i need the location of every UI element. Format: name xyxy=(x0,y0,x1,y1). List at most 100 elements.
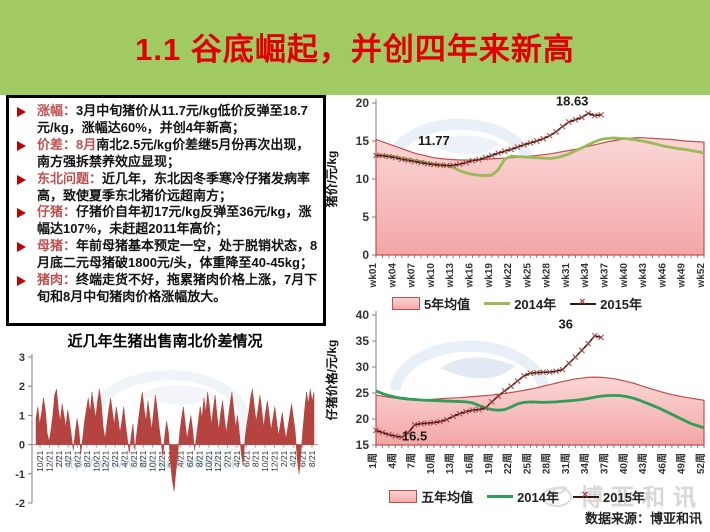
bullet-item: 东北问题：近几年，东北因冬季寒冷仔猪发病率高，致使夏季东北猪价远超南方； xyxy=(17,171,319,205)
svg-text:4/21: 4/21 xyxy=(176,450,186,467)
svg-text:2/21: 2/21 xyxy=(279,450,289,467)
arrow-bullet-icon xyxy=(17,174,26,185)
svg-text:2/21: 2/21 xyxy=(223,450,233,467)
bullet-text: 3月中旬猪价从11.7元/kg低价反弹至18.7元/kg，涨幅达60%，并创4年… xyxy=(37,103,308,135)
svg-text:40周: 40周 xyxy=(618,453,630,474)
svg-text:20: 20 xyxy=(356,412,370,426)
dove-icon xyxy=(542,486,572,507)
left-chart-title: 近几年生猪出售南北价差情况 xyxy=(67,333,263,350)
svg-text:4/21: 4/21 xyxy=(119,450,129,467)
legend-item: 2014年 xyxy=(487,487,559,506)
svg-text:11.77: 11.77 xyxy=(418,133,450,148)
bullet-item: 母猪：年前母猪基本预定一空，处于脱销状态，8月底二元母猪破1800元/头，体重降… xyxy=(17,238,319,272)
bullet-text: 价差： xyxy=(37,136,77,152)
svg-text:6/21: 6/21 xyxy=(129,450,139,467)
svg-text:8/21: 8/21 xyxy=(307,450,317,467)
svg-text:37周: 37周 xyxy=(599,453,611,474)
bullet-text: 母猪： xyxy=(37,238,77,254)
svg-text:34周: 34周 xyxy=(579,453,591,474)
svg-text:16.5: 16.5 xyxy=(402,428,427,443)
svg-text:6/21: 6/21 xyxy=(73,450,83,467)
svg-text:仔猪价格/元/kg: 仔猪价格/元/kg xyxy=(324,340,339,421)
arrow-bullet-icon xyxy=(17,242,26,253)
svg-text:19周: 19周 xyxy=(483,453,495,474)
svg-text:10/21: 10/21 xyxy=(91,450,101,472)
svg-text:10/21: 10/21 xyxy=(35,450,45,472)
bullet-text: 仔猪价自年初17元/kg反弹至36元/kg，涨幅达107%，未赶超2011年高价… xyxy=(37,204,312,237)
bullet-item: 价差：8月南北2.5元/kg价差继5月份再次出现，南方强拆禁养效应显现； xyxy=(17,137,319,171)
line-swatch-icon xyxy=(487,495,514,498)
svg-text:18.63: 18.63 xyxy=(556,95,589,108)
svg-text:52周: 52周 xyxy=(695,453,707,474)
legend-item: × 2015年 xyxy=(573,487,645,506)
bullet-text: 涨幅： xyxy=(37,103,77,118)
data-source-note: 数据来源：博亚和讯 xyxy=(584,511,702,526)
svg-text:12/21: 12/21 xyxy=(44,450,54,472)
svg-text:28周: 28周 xyxy=(541,453,553,474)
svg-text:20: 20 xyxy=(356,96,370,110)
svg-text:5: 5 xyxy=(362,210,369,224)
legend-item: × 2015年 xyxy=(570,294,642,313)
xline-swatch-icon: × xyxy=(570,296,597,308)
bullet-text: 南北2.5元/kg价差继5月份再次出现，南方强拆禁养效应显现； xyxy=(37,136,310,169)
svg-text:8/21: 8/21 xyxy=(251,450,261,467)
svg-text:15: 15 xyxy=(356,134,370,148)
svg-text:8/21: 8/21 xyxy=(82,450,92,467)
svg-text:wk04: wk04 xyxy=(387,263,398,289)
bullet-item: 涨幅：3月中旬猪价从11.7元/kg低价反弹至18.7元/kg，涨幅达60%，并… xyxy=(17,103,319,137)
svg-text:10/21: 10/21 xyxy=(148,450,158,472)
bullet-text: 8月 xyxy=(76,136,97,152)
svg-text:4/21: 4/21 xyxy=(232,450,242,467)
svg-text:wk46: wk46 xyxy=(657,263,668,289)
piglet-price-legend: 五年均值 2014年 × 2015年 xyxy=(324,487,710,506)
svg-text:1周: 1周 xyxy=(367,453,379,469)
svg-text:10: 10 xyxy=(356,172,370,186)
watermark-url: http://www.boyar.com.cn xyxy=(55,455,241,472)
svg-text:8/21: 8/21 xyxy=(194,450,204,467)
svg-text:22周: 22周 xyxy=(502,453,514,474)
svg-text:wk28: wk28 xyxy=(542,263,553,289)
svg-text:wk16: wk16 xyxy=(464,263,475,289)
svg-text:12/21: 12/21 xyxy=(101,450,111,472)
svg-text:6/21: 6/21 xyxy=(185,450,195,467)
svg-text:31周: 31周 xyxy=(560,453,572,474)
svg-text:-1: -1 xyxy=(15,469,25,481)
area-swatch-icon xyxy=(389,490,418,503)
arrow-bullet-icon xyxy=(17,208,26,219)
svg-text:wk52: wk52 xyxy=(696,263,707,289)
svg-text:wk13: wk13 xyxy=(445,263,456,289)
svg-text:12/21: 12/21 xyxy=(213,450,223,472)
pig-price-legend: 5年均值 2014年 × 2015年 xyxy=(324,294,710,313)
slide-title: 1.1 谷底崛起，并创四年来新高 xyxy=(135,31,575,67)
svg-text:36: 36 xyxy=(558,317,572,332)
bullet-text: 猪肉： xyxy=(37,272,77,288)
svg-text:wk19: wk19 xyxy=(484,263,495,289)
arrow-bullet-icon xyxy=(17,276,26,287)
legend-item: 五年均值 xyxy=(389,487,473,506)
svg-text:25周: 25周 xyxy=(521,453,533,474)
area-swatch-icon xyxy=(391,297,420,310)
svg-text:2/21: 2/21 xyxy=(110,450,120,467)
svg-text:3: 3 xyxy=(19,352,25,364)
svg-text:wk01: wk01 xyxy=(368,263,379,289)
svg-text:wk07: wk07 xyxy=(407,263,418,289)
svg-text:13周: 13周 xyxy=(444,453,456,474)
bullet-item: 猪肉：终端走货不好，拖累猪肉价格上涨，7月下旬和8月中旬猪肉价格涨幅放大。 xyxy=(17,272,319,306)
svg-text:wk40: wk40 xyxy=(619,263,630,289)
svg-text:7周: 7周 xyxy=(406,453,418,469)
line-swatch-icon xyxy=(484,302,511,305)
svg-text:35: 35 xyxy=(356,334,370,348)
legend-item: 5年均值 xyxy=(391,294,470,313)
svg-text:16周: 16周 xyxy=(463,453,475,474)
svg-text:6/21: 6/21 xyxy=(298,450,308,467)
svg-text:-2: -2 xyxy=(15,498,25,510)
xline-swatch-icon: × xyxy=(573,489,599,501)
svg-text:43周: 43周 xyxy=(637,453,649,474)
svg-text:2: 2 xyxy=(19,381,25,393)
svg-text:0: 0 xyxy=(362,248,369,262)
svg-text:12/21: 12/21 xyxy=(157,450,167,472)
svg-text:猪价/元/kg: 猪价/元/kg xyxy=(324,151,339,209)
svg-text:49周: 49周 xyxy=(676,453,688,474)
svg-text:wk34: wk34 xyxy=(580,263,591,289)
